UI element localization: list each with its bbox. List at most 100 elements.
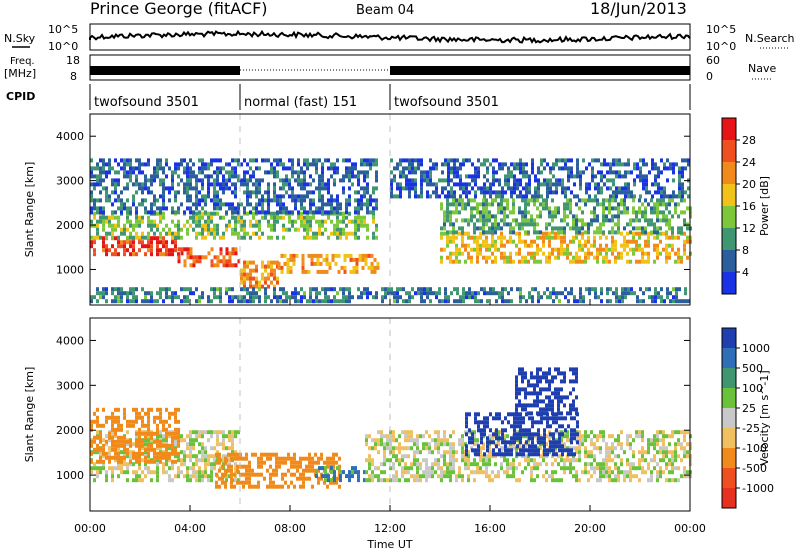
- data-pixel: [498, 452, 501, 457]
- data-pixel: [201, 206, 204, 211]
- data-pixel: [90, 443, 93, 448]
- y-tick-label: 3000: [56, 175, 84, 188]
- data-pixel: [521, 470, 524, 475]
- data-pixel: [231, 202, 234, 207]
- data-pixel: [681, 186, 684, 191]
- data-pixel: [372, 210, 375, 215]
- data-pixel: [218, 484, 221, 489]
- data-pixel: [683, 430, 686, 435]
- data-pixel: [270, 162, 273, 167]
- data-pixel: [373, 265, 377, 270]
- data-pixel: [602, 230, 605, 235]
- data-pixel: [248, 460, 251, 465]
- data-pixel: [680, 198, 683, 203]
- data-pixel: [147, 248, 150, 253]
- data-pixel: [584, 259, 587, 264]
- data-pixel: [225, 446, 228, 451]
- data-pixel: [389, 442, 392, 447]
- data-pixel: [507, 186, 510, 191]
- data-pixel: [558, 166, 561, 171]
- data-pixel: [372, 162, 375, 167]
- data-pixel: [321, 170, 324, 175]
- data-pixel: [105, 215, 108, 220]
- data-pixel: [633, 166, 636, 171]
- data-pixel: [357, 182, 360, 187]
- data-pixel: [473, 206, 476, 211]
- data-pixel: [297, 194, 300, 199]
- data-pixel: [443, 214, 446, 219]
- data-pixel: [482, 214, 485, 219]
- data-pixel: [224, 468, 227, 473]
- data-pixel: [407, 430, 410, 435]
- data-pixel: [408, 190, 411, 195]
- data-pixel: [446, 202, 449, 207]
- data-pixel: [198, 299, 201, 304]
- data-pixel: [90, 240, 93, 245]
- data-pixel: [492, 190, 495, 195]
- data-pixel: [573, 182, 576, 187]
- data-pixel: [614, 454, 617, 459]
- data-pixel: [480, 186, 483, 191]
- data-pixel: [168, 431, 171, 436]
- data-pixel: [129, 252, 132, 257]
- data-pixel: [240, 215, 243, 220]
- data-pixel: [337, 269, 341, 274]
- data-pixel: [117, 215, 120, 220]
- data-pixel: [471, 436, 474, 441]
- data-pixel: [216, 255, 220, 260]
- data-pixel: [452, 202, 455, 207]
- data-pixel: [96, 419, 99, 424]
- data-pixel: [132, 252, 135, 257]
- data-pixel: [525, 170, 528, 175]
- data-pixel: [310, 253, 314, 258]
- data-pixel: [114, 407, 117, 412]
- data-pixel: [102, 206, 105, 211]
- data-pixel: [305, 476, 308, 481]
- data-pixel: [641, 230, 644, 235]
- data-pixel: [318, 182, 321, 187]
- data-pixel: [352, 265, 356, 270]
- data-pixel: [204, 202, 207, 207]
- data-pixel: [393, 295, 396, 300]
- data-pixel: [653, 458, 656, 463]
- data-pixel: [489, 186, 492, 191]
- data-pixel: [602, 430, 605, 435]
- data-pixel: [216, 458, 219, 463]
- data-pixel: [587, 454, 590, 459]
- data-pixel: [390, 178, 393, 183]
- data-pixel: [279, 206, 282, 211]
- data-pixel: [623, 474, 626, 479]
- y-axis-label: Slant Range [km]: [23, 162, 36, 258]
- data-pixel: [243, 231, 246, 236]
- data-pixel: [339, 287, 342, 292]
- data-pixel: [321, 466, 324, 471]
- data-pixel: [663, 162, 666, 167]
- data-pixel: [468, 158, 471, 163]
- data-pixel: [123, 170, 126, 175]
- data-pixel: [90, 190, 93, 195]
- data-pixel: [446, 210, 449, 215]
- data-pixel: [572, 259, 575, 264]
- data-pixel: [168, 198, 171, 203]
- data-pixel: [159, 162, 162, 167]
- data-pixel: [560, 243, 563, 248]
- data-pixel: [647, 251, 650, 256]
- data-pixel: [575, 430, 578, 435]
- data-pixel: [554, 478, 557, 483]
- data-pixel: [111, 423, 114, 428]
- data-pixel: [516, 178, 519, 183]
- data-pixel: [456, 291, 459, 296]
- data-pixel: [108, 170, 111, 175]
- data-pixel: [665, 478, 668, 483]
- data-pixel: [405, 291, 408, 296]
- data-pixel: [605, 218, 608, 223]
- data-pixel: [503, 218, 506, 223]
- data-pixel: [321, 287, 324, 292]
- data-pixel: [396, 194, 399, 199]
- data-pixel: [228, 162, 231, 167]
- data-pixel: [255, 291, 258, 296]
- data-pixel: [120, 459, 123, 464]
- data-pixel: [683, 434, 686, 439]
- data-pixel: [657, 190, 660, 195]
- data-pixel: [126, 430, 129, 435]
